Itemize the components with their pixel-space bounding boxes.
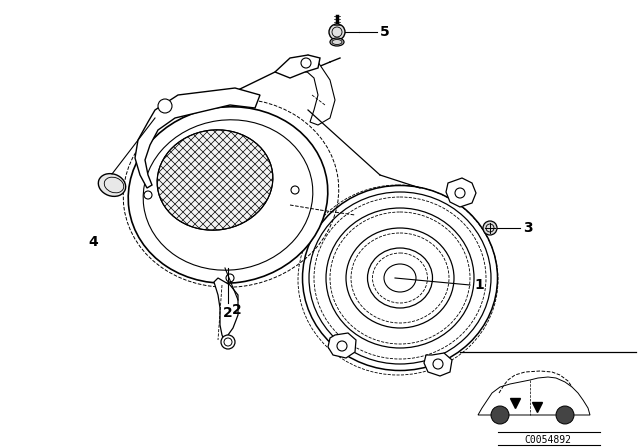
Circle shape (483, 221, 497, 235)
Circle shape (491, 406, 509, 424)
Circle shape (556, 406, 574, 424)
Ellipse shape (346, 228, 454, 328)
Circle shape (224, 338, 232, 346)
Text: C0054892: C0054892 (525, 435, 572, 445)
Circle shape (144, 191, 152, 199)
Polygon shape (328, 333, 356, 358)
Polygon shape (478, 377, 590, 415)
Text: 5: 5 (380, 25, 390, 39)
Text: 4: 4 (88, 235, 98, 249)
Ellipse shape (326, 208, 474, 348)
Ellipse shape (303, 185, 497, 370)
Ellipse shape (384, 264, 416, 292)
Ellipse shape (99, 174, 125, 196)
Polygon shape (135, 88, 260, 188)
Polygon shape (275, 55, 320, 78)
Ellipse shape (143, 120, 313, 270)
Polygon shape (446, 178, 476, 207)
Ellipse shape (128, 107, 328, 283)
Circle shape (226, 274, 234, 282)
Text: 1: 1 (474, 278, 484, 292)
Polygon shape (295, 55, 335, 125)
Text: 2: 2 (223, 306, 233, 320)
Circle shape (158, 99, 172, 113)
Circle shape (329, 24, 345, 40)
Ellipse shape (157, 130, 273, 230)
Text: 3: 3 (523, 221, 532, 235)
Circle shape (337, 341, 347, 351)
Circle shape (433, 359, 443, 369)
Polygon shape (214, 278, 238, 342)
Circle shape (455, 188, 465, 198)
Circle shape (301, 58, 311, 68)
Ellipse shape (330, 38, 344, 46)
Text: 2: 2 (232, 303, 242, 317)
Circle shape (291, 186, 299, 194)
Circle shape (221, 335, 235, 349)
Ellipse shape (367, 248, 433, 308)
Polygon shape (424, 353, 452, 376)
